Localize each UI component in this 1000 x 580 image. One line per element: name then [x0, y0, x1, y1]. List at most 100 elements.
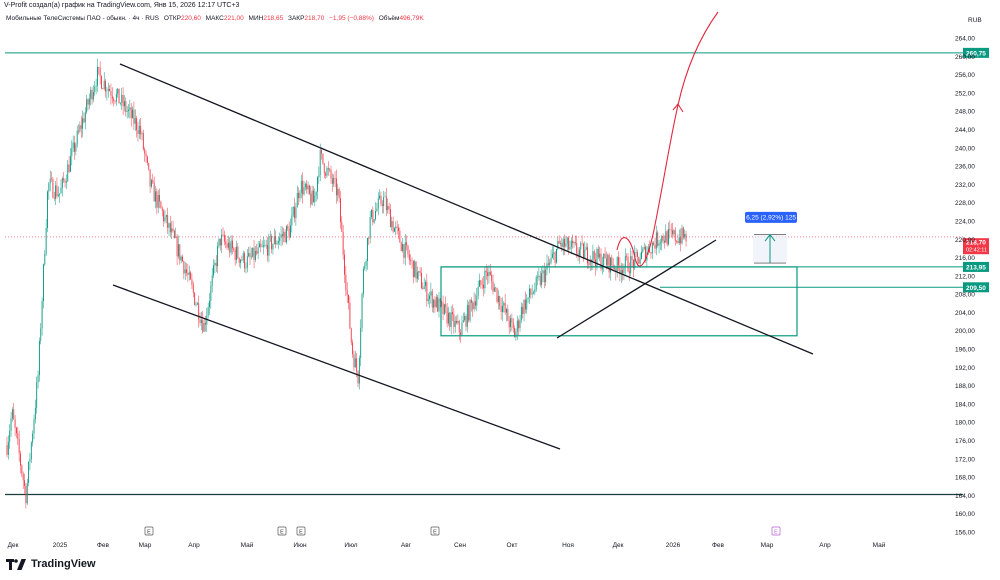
candle: [472, 300, 474, 317]
candle-body: [608, 254, 610, 273]
candle: [458, 319, 460, 341]
candle-body: [557, 241, 559, 249]
candle: [469, 298, 471, 323]
candle: [489, 263, 491, 276]
candle: [53, 191, 55, 201]
candle: [98, 66, 100, 75]
candle: [556, 248, 557, 264]
candle: [531, 284, 533, 299]
candle: [107, 82, 109, 98]
candle-body: [238, 257, 240, 263]
candle-body: [442, 302, 444, 314]
candle-body: [226, 243, 228, 248]
candle-body: [520, 307, 522, 321]
candle-body: [684, 233, 686, 238]
candle-body: [362, 268, 364, 294]
candle: [666, 229, 668, 247]
candle: [500, 297, 502, 320]
candle-body: [578, 249, 580, 256]
candle: [281, 226, 283, 246]
candle: [662, 233, 664, 244]
candle: [364, 262, 366, 271]
candle: [179, 244, 181, 265]
candle-body: [20, 453, 21, 466]
candle-body: [106, 90, 108, 92]
candle: [78, 124, 79, 135]
candle: [512, 318, 514, 333]
candle: [587, 243, 588, 269]
candle-body: [650, 252, 652, 254]
candle-body: [118, 88, 120, 104]
candle: [304, 182, 306, 191]
candle-body: [110, 90, 112, 96]
candle-body: [348, 294, 349, 303]
candle: [372, 206, 374, 226]
candle: [329, 167, 331, 173]
candle: [345, 265, 347, 297]
candle-body: [192, 285, 194, 293]
candle-body: [377, 198, 379, 209]
candle-body: [553, 252, 555, 254]
candle: [399, 227, 401, 243]
candle: [377, 192, 379, 216]
candle: [445, 296, 447, 314]
candle-body: [33, 419, 35, 434]
symbol-name[interactable]: Мобильные ТелеСистемы ПАО - обыкн. · 4ч …: [6, 15, 159, 22]
candle-body: [361, 293, 363, 329]
candle-body: [488, 271, 490, 277]
candle: [499, 295, 501, 310]
candle: [577, 247, 579, 262]
candle-body: [423, 286, 425, 290]
candle: [268, 233, 270, 263]
candle: [538, 267, 540, 281]
candle-body: [79, 125, 81, 132]
candle-body: [620, 270, 622, 275]
candle-body: [469, 299, 471, 321]
candle-body: [427, 299, 429, 302]
candle-body: [384, 196, 386, 198]
candle: [321, 147, 322, 160]
candle-body: [302, 180, 304, 195]
candle: [102, 87, 104, 90]
candle: [240, 258, 241, 269]
candle: [83, 112, 85, 124]
candle-body: [604, 253, 606, 259]
candle: [672, 222, 673, 239]
candle: [597, 245, 599, 260]
candle: [584, 241, 586, 259]
candle: [103, 72, 105, 91]
candle: [80, 116, 82, 138]
candle-body: [36, 382, 38, 408]
candle: [271, 233, 273, 254]
candle: [172, 220, 174, 233]
candle: [453, 307, 455, 334]
candle: [207, 302, 209, 319]
candle-body: [461, 322, 463, 335]
event-marker-box: [430, 526, 440, 536]
candle: [439, 298, 441, 308]
candle: [128, 103, 129, 118]
candle: [454, 316, 456, 333]
candle-body: [364, 265, 366, 269]
candle: [497, 289, 499, 310]
candle: [29, 453, 31, 471]
candle: [412, 260, 414, 284]
candle: [479, 273, 480, 287]
candle-body: [507, 309, 509, 321]
x-tick-label: Апр: [188, 542, 200, 549]
candle-body: [450, 312, 452, 328]
candle-body: [130, 107, 132, 118]
candle-body: [125, 101, 127, 112]
candle: [657, 230, 659, 248]
candle-body: [182, 256, 183, 262]
candle-body: [242, 253, 244, 261]
tradingview-logo[interactable]: TradingView: [6, 558, 96, 570]
candle: [419, 267, 421, 277]
candle: [173, 229, 175, 239]
candle: [283, 228, 285, 243]
candle-body: [483, 284, 484, 289]
candle-body: [95, 85, 97, 87]
candle-body: [678, 237, 680, 243]
candle: [10, 412, 12, 437]
